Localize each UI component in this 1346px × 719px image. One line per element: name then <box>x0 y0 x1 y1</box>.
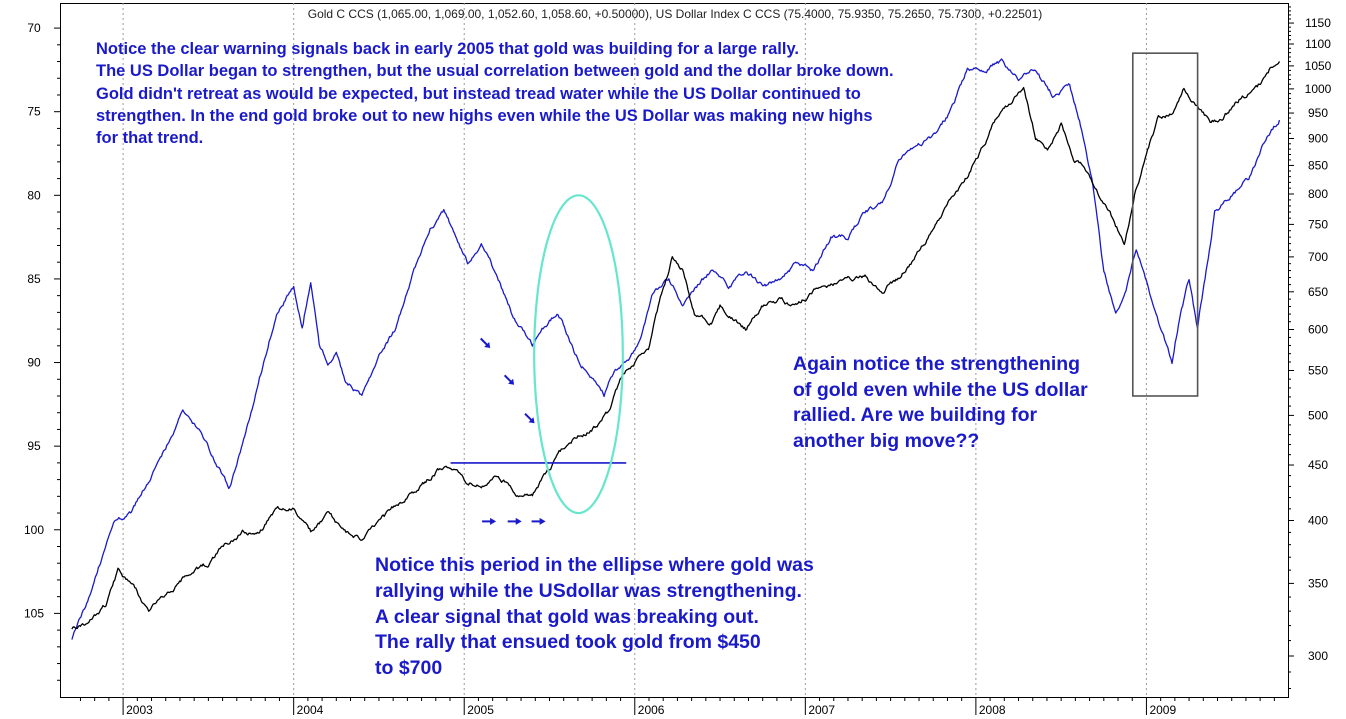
note-right-line: Again notice the strengthening <box>793 353 1081 375</box>
note-top: Notice the clear warning signals back in… <box>96 38 894 149</box>
left-tick-label: 105 <box>24 606 44 620</box>
x-tick-label: 2004 <box>297 703 324 717</box>
right-tick-label: 500 <box>1308 408 1328 422</box>
left-tick-label: 70 <box>27 21 41 35</box>
arrow-head <box>484 342 491 348</box>
arrow-shaft <box>479 337 489 347</box>
note-bottom-line: to $700 <box>375 657 443 680</box>
left-tick-label: 95 <box>27 439 41 453</box>
plot-frame <box>60 3 1289 698</box>
right-tick-label: 1100 <box>1305 37 1331 51</box>
arrow-head <box>515 517 522 525</box>
right-tick-label: 700 <box>1308 250 1328 264</box>
x-tick-label: 2007 <box>808 703 835 717</box>
arrow-marker-right <box>531 517 546 525</box>
annotation-layer <box>450 52 1199 525</box>
series-layer <box>71 58 1281 640</box>
right-tick-label: 850 <box>1308 158 1328 172</box>
note-right-line: of gold even while the US dollar <box>793 378 1088 401</box>
right-axis: 1150 1100 1050 1000 950 900 850 800 750 700 650 600… <box>1288 6 1332 690</box>
x-tick-label: 2006 <box>638 703 665 717</box>
right-tick-label: 350 <box>1308 576 1328 590</box>
x-tick-label: 2008 <box>979 703 1006 717</box>
gold-line <box>71 61 1281 630</box>
highlight-ellipse <box>533 194 624 515</box>
us-dollar-index-line <box>71 58 1281 640</box>
arrow-shaft <box>524 412 533 422</box>
x-axis: 2003 2004 2005 2006 2007 2008 2009 <box>79 697 1275 717</box>
x-tick-label: 2009 <box>1149 703 1176 717</box>
note-right: Again notice the strengthening of gold e… <box>793 352 1088 454</box>
note-top-line: for that trend. <box>96 129 204 148</box>
arrow-head <box>490 517 497 525</box>
arrow-marker-down-right <box>479 337 491 348</box>
note-top-line: Gold didn't retreat as would be expected… <box>96 84 861 103</box>
right-tick-label: 800 <box>1308 187 1328 201</box>
arrow-marker-down-right <box>503 374 515 385</box>
note-bottom-line: A clear signal that gold was breaking ou… <box>375 605 759 628</box>
chart-title: Gold C CCS (1,065.00, 1,069.00, 1,052.60… <box>308 7 1043 21</box>
arrow-marker-down-right <box>524 412 535 424</box>
right-tick-label: 1050 <box>1305 59 1332 73</box>
note-top-line: The US Dollar began to strengthen, but t… <box>96 62 894 81</box>
left-axis: 70 75 80 85 90 95 100 105 <box>24 21 60 681</box>
x-tick-label: 2003 <box>126 703 153 717</box>
right-tick-label: 1000 <box>1305 82 1332 96</box>
note-top-line: strengthen. In the end gold broke out to… <box>96 106 873 125</box>
note-top-line: Notice the clear warning signals back in… <box>96 40 799 58</box>
left-tick-label: 85 <box>27 272 41 286</box>
right-tick-label: 300 <box>1308 649 1328 663</box>
left-tick-label: 75 <box>27 105 41 119</box>
left-tick-label: 90 <box>27 356 41 370</box>
x-tick-label: 2005 <box>467 703 494 717</box>
right-tick-label: 750 <box>1308 217 1328 231</box>
right-tick-label: 600 <box>1308 323 1328 337</box>
right-tick-label: 1150 <box>1305 16 1331 30</box>
arrow-head <box>528 417 535 424</box>
right-tick-label: 450 <box>1308 458 1328 472</box>
note-right-line: rallied. Are we building for <box>793 404 1038 426</box>
note-bottom-line: The rally that ensued took gold from $45… <box>375 631 761 654</box>
arrow-head <box>539 517 546 525</box>
arrow-shaft <box>503 374 513 384</box>
arrow-marker-right <box>482 517 497 525</box>
arrow-marker-right <box>507 517 522 525</box>
note-bottom: Notice this period in the ellipse where … <box>375 553 814 682</box>
left-tick-label: 100 <box>24 523 44 537</box>
right-tick-label: 950 <box>1308 106 1328 120</box>
arrow-head <box>508 378 515 385</box>
right-tick-label: 400 <box>1308 514 1328 528</box>
left-tick-label: 80 <box>27 188 41 202</box>
note-right-line: another big move?? <box>793 429 980 452</box>
right-tick-label: 650 <box>1308 285 1328 299</box>
right-tick-label: 550 <box>1308 363 1328 377</box>
right-tick-label: 900 <box>1308 132 1328 146</box>
note-bottom-line: rallying while the USdollar was strength… <box>375 579 802 602</box>
note-bottom-line: Notice this period in the ellipse where … <box>375 554 814 576</box>
highlight-box <box>1131 52 1199 397</box>
